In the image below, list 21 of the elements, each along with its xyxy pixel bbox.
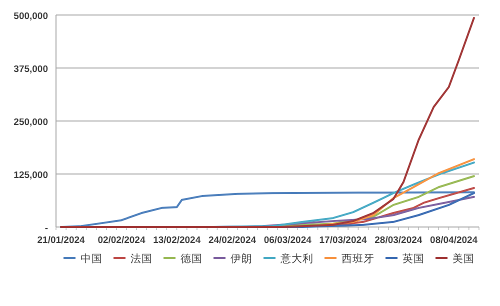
y-tick-label: 375,000 [14,64,48,75]
legend-label: 美国 [452,252,474,265]
legend-label: 意大利 [280,252,314,265]
legend-label: 英国 [402,252,424,265]
x-tick-label: 13/02/2024 [153,235,202,246]
x-tick-label: 24/02/2024 [208,235,257,246]
x-tick-label: 06/03/2024 [264,235,312,246]
legend-label: 中国 [80,252,102,265]
x-tick-label: 21/01/2024 [37,235,86,246]
y-tick-label: - [44,223,48,234]
y-tick-label: 500,000 [14,11,48,22]
y-tick-label: 250,000 [14,117,48,128]
x-tick-label: 08/04/2024 [430,235,478,246]
legend-label: 西班牙 [342,252,374,265]
x-tick-label: 28/03/2024 [374,235,423,246]
legend-label: 法国 [130,252,152,265]
x-tick-label: 02/02/2024 [98,235,146,246]
legend-label: 德国 [180,253,202,265]
x-tick-label: 17/03/2024 [319,235,368,246]
legend-label: 伊朗 [230,252,252,265]
y-tick-label: 125,000 [14,170,48,181]
